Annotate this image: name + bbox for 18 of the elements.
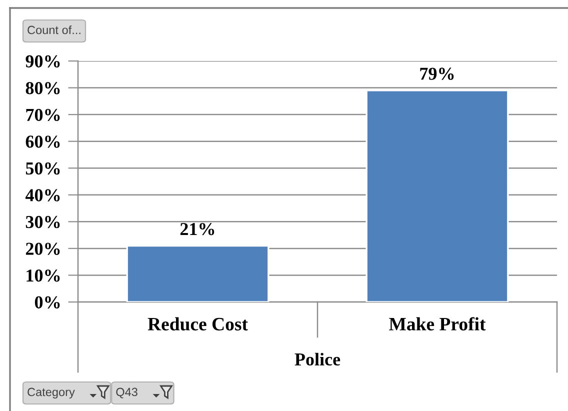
data-label: 21% (180, 222, 214, 236)
text: Q43 (116, 388, 138, 398)
text: Count of... (28, 26, 80, 34)
x-tick-label: Reduce Cost (148, 317, 248, 331)
y-tick-label: 20% (26, 242, 60, 255)
y-tick-label: 0% (34, 296, 60, 308)
text: Category (28, 388, 75, 399)
y-tick-label: 70% (26, 108, 60, 122)
x-tick-label: Make Profit (389, 317, 486, 330)
y-tick-label: 10% (26, 269, 60, 282)
data-label: 79% (420, 68, 454, 80)
y-tick-label: 40% (25, 189, 60, 202)
x-axis-title: Police (294, 352, 340, 366)
y-tick-label: 60% (26, 136, 60, 148)
y-tick-label: 80% (26, 82, 60, 94)
y-tick-label: 90% (26, 55, 60, 68)
y-tick-label: 50% (26, 162, 60, 175)
y-tick-label: 30% (26, 216, 60, 228)
